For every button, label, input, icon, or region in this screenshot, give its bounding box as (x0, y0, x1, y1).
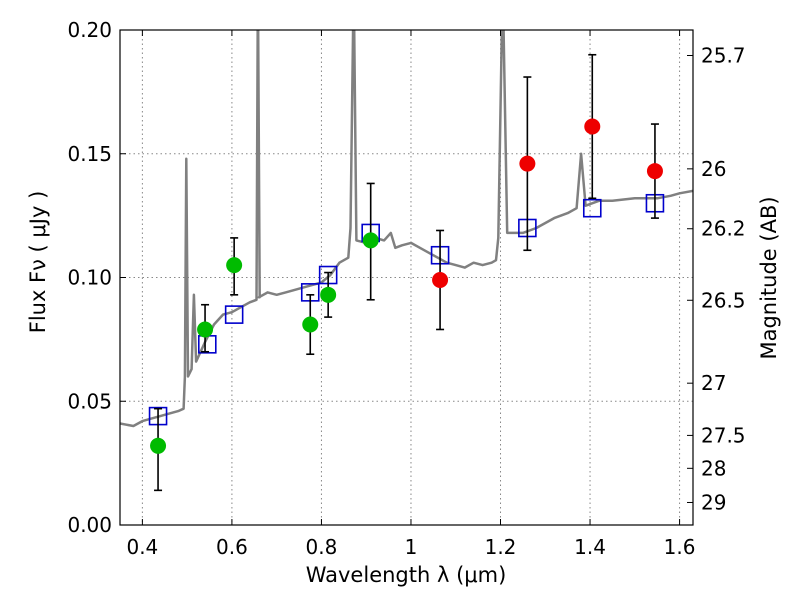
magnitude-tick-label: 28 (701, 456, 726, 480)
observed-nir-point (432, 271, 449, 288)
observed-optical-point (320, 286, 337, 303)
x-tick-label: 1.4 (574, 535, 606, 559)
axes: 0.4 0.6 0.8 1 1.2 1.4 1.6 0.00 0.05 0.10 0.15 0.20 2… (67, 18, 745, 559)
magnitude-tick-label: 25.7 (701, 43, 746, 67)
observed-optical-point (302, 316, 319, 333)
observed-optical-point (362, 232, 379, 249)
magnitude-tick-label: 27.5 (701, 423, 746, 447)
y-axis-label: Flux Fν ( μJy ) (26, 191, 50, 334)
observed-optical-point (226, 257, 243, 274)
x-tick-label: 1.2 (485, 535, 517, 559)
y-axis-label-right: Magnitude (AB) (757, 196, 781, 359)
x-tick-label: 0.4 (126, 535, 158, 559)
observed-optical-point (150, 437, 167, 454)
plot-area (120, 30, 693, 492)
x-tick-label: 1.6 (664, 535, 696, 559)
model-photometry-square (224, 305, 244, 324)
x-tick-label: 0.6 (216, 535, 248, 559)
observed-nir-point (646, 163, 663, 180)
model-spectrum-line (120, 30, 693, 428)
model-photometry-square (582, 198, 602, 218)
y-tick-label: 0.00 (67, 513, 112, 537)
observed-nir-point (519, 155, 536, 172)
magnitude-tick-label: 26.5 (701, 288, 746, 312)
y-tick-label: 0.05 (67, 389, 112, 413)
magnitude-tick-label: 27 (701, 371, 726, 395)
magnitude-tick-label: 26.2 (701, 217, 746, 241)
magnitude-tick-label: 26 (701, 157, 726, 181)
y-tick-label: 0.15 (67, 142, 112, 166)
x-axis-label: Wavelength λ (μm) (306, 563, 507, 587)
y-tick-label: 0.10 (67, 266, 112, 290)
grid (120, 29, 693, 526)
x-tick-label: 1 (405, 535, 418, 559)
y-tick-label: 0.20 (67, 18, 112, 42)
observed-nir-point (584, 118, 601, 135)
x-tick-label: 0.8 (306, 535, 338, 559)
observed-optical-point (197, 321, 214, 338)
magnitude-tick-label: 29 (701, 490, 726, 514)
